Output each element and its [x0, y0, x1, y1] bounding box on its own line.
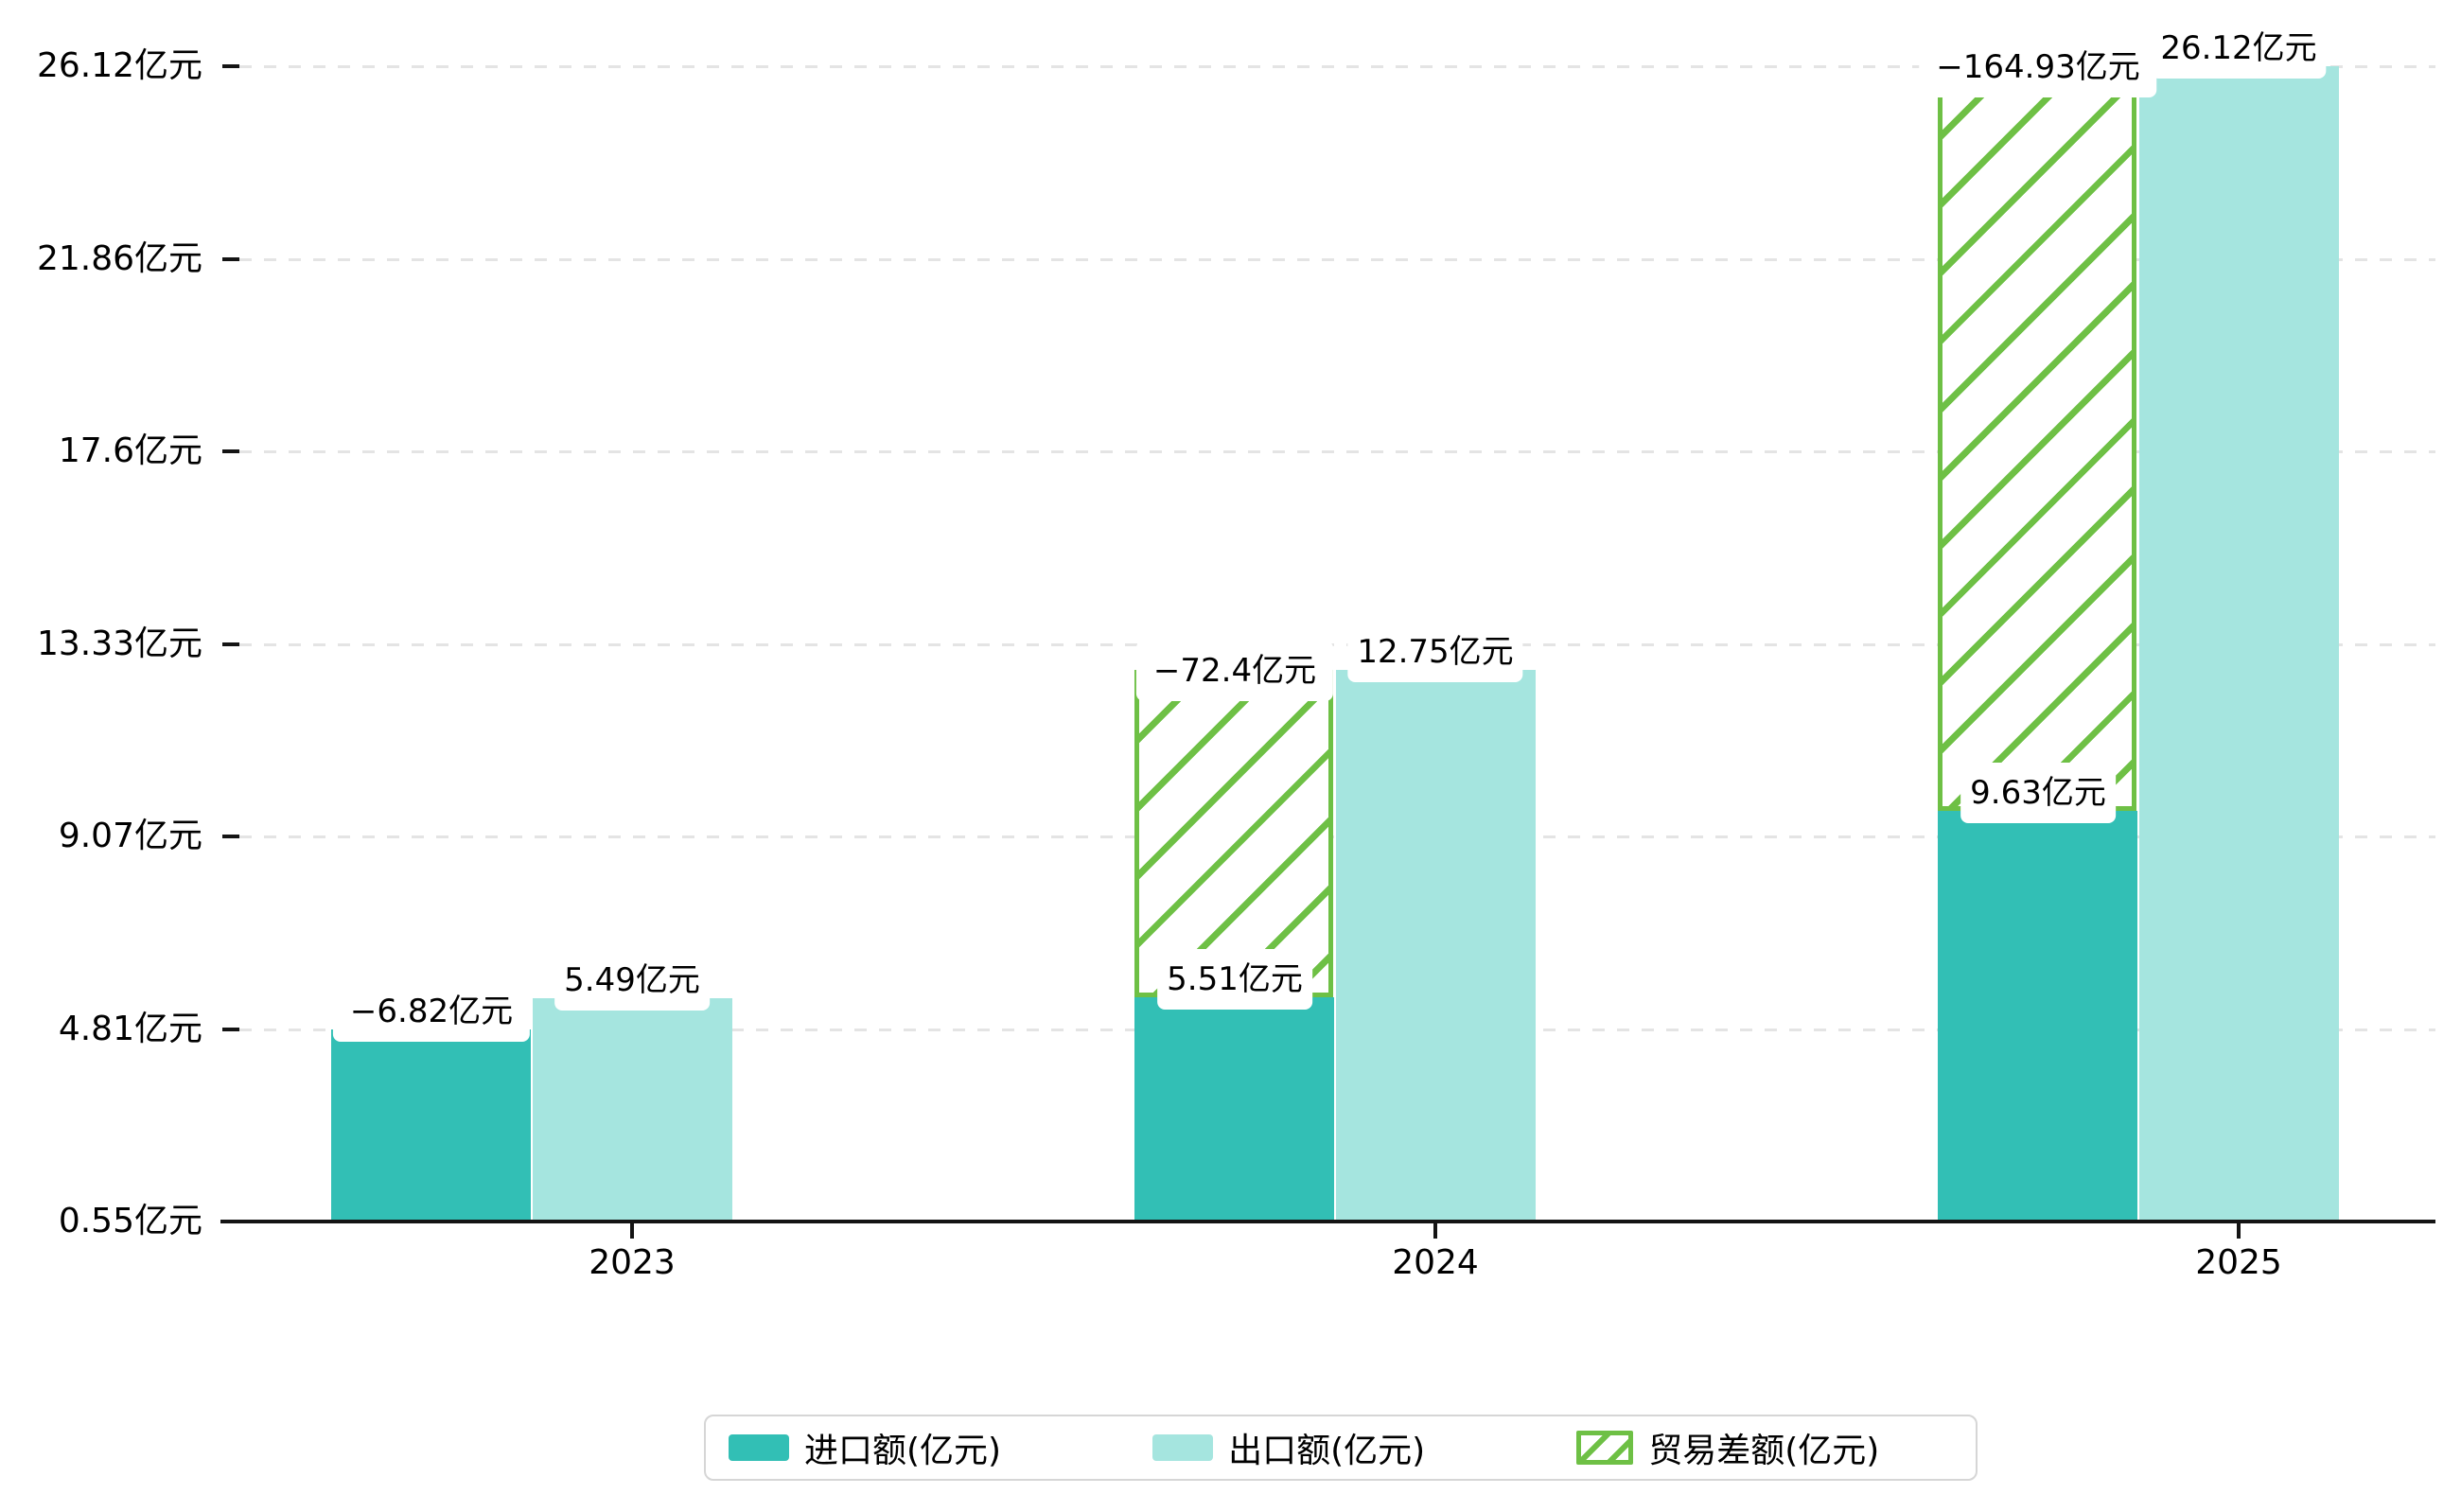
legend: 进口额(亿元) 出口额(亿元) 贸易差额(亿元) — [704, 1415, 1978, 1481]
x-axis-label-2023: 2023 — [589, 1243, 676, 1282]
label-trade-balance-2025: −164.93亿元 — [1919, 37, 2157, 97]
legend-import-label: 进口额(亿元) — [804, 1432, 1002, 1470]
gridline — [239, 258, 2435, 261]
y-axis-tick — [222, 835, 239, 838]
y-axis-tick — [222, 1028, 239, 1031]
export-swatch-icon — [1152, 1434, 1214, 1461]
y-axis-label: 9.07亿元 — [58, 817, 202, 855]
y-axis-label: 17.6亿元 — [58, 431, 202, 470]
label-export-2024: 12.75亿元 — [1347, 622, 1523, 682]
label-import-2024: 5.51亿元 — [1157, 949, 1312, 1010]
x-axis-label-2025: 2025 — [2195, 1243, 2282, 1282]
y-axis-tick — [222, 449, 239, 453]
label-trade-balance-2023: −6.82亿元 — [332, 981, 531, 1042]
legend-export-label: 出口额(亿元) — [1228, 1432, 1426, 1470]
y-axis-label: 26.12亿元 — [36, 46, 202, 85]
legend-item-export[interactable]: 出口额(亿元) — [1152, 1423, 1425, 1472]
bar-export-2025[interactable] — [2139, 66, 2339, 1220]
legend-item-balance[interactable]: 贸易差额(亿元) — [1576, 1423, 1879, 1472]
bar-import-2023[interactable] — [331, 1029, 531, 1220]
label-import-2025: 9.63亿元 — [1960, 763, 2116, 823]
gridline — [239, 65, 2435, 68]
y-axis-tick — [222, 64, 239, 68]
gridline — [239, 643, 2435, 646]
y-axis-label: 21.86亿元 — [36, 239, 202, 278]
x-axis-tick — [2237, 1223, 2241, 1239]
y-axis-tick — [222, 642, 239, 646]
legend-balance-label: 贸易差额(亿元) — [1648, 1432, 1880, 1470]
y-axis-label: 4.81亿元 — [58, 1010, 202, 1048]
bar-import-2024[interactable] — [1134, 997, 1334, 1220]
bar-import-2025[interactable] — [1938, 811, 2137, 1220]
legend-item-import[interactable]: 进口额(亿元) — [729, 1423, 1001, 1472]
label-trade-balance-2024: −72.4亿元 — [1135, 641, 1334, 701]
label-export-2025: 26.12亿元 — [2151, 18, 2327, 79]
bar-export-2024[interactable] — [1336, 670, 1536, 1220]
gridline — [239, 450, 2435, 453]
import-swatch-icon — [729, 1434, 789, 1461]
bar-trade-balance-2025[interactable] — [1938, 66, 2136, 811]
x-axis-tick — [1433, 1223, 1437, 1239]
bar-export-2023[interactable] — [533, 998, 732, 1220]
y-axis-label: 13.33亿元 — [36, 624, 202, 663]
x-axis-line — [220, 1220, 2435, 1223]
label-export-2023: 5.49亿元 — [554, 950, 710, 1011]
bar-trade-balance-2024[interactable] — [1134, 670, 1333, 997]
y-axis-label: 0.55亿元 — [58, 1202, 202, 1240]
y-axis-tick — [222, 257, 239, 261]
x-axis-label-2024: 2024 — [1392, 1243, 1479, 1282]
balance-hatch-swatch-icon — [1576, 1431, 1634, 1465]
x-axis-tick — [630, 1223, 634, 1239]
